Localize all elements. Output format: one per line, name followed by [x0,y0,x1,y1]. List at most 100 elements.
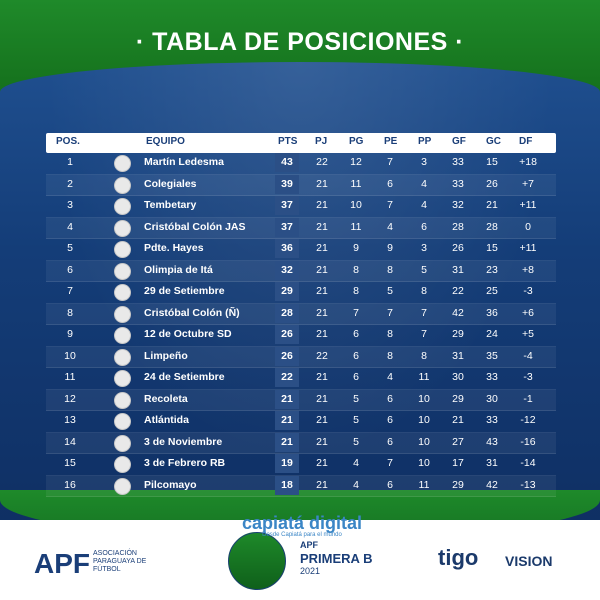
table-row: 7 29 de Setiembre 29 21 8 5 8 22 25 -3 [46,282,556,304]
cell-pg: 6 [353,371,359,383]
cell-gf: 17 [452,457,464,469]
cell-pp: 5 [421,263,427,276]
team-crest-icon [114,155,131,172]
cell-df: +18 [519,156,537,168]
table-row: 15 3 de Febrero RB 19 21 4 7 10 17 31 -14 [46,454,556,476]
cell-pp: 10 [418,414,430,426]
cell-pj: 21 [316,478,328,491]
team-crest-icon [114,391,131,409]
cell-pe: 6 [387,414,393,426]
cell-pj: 21 [316,414,328,426]
cell-gc: 42 [486,478,498,491]
cell-pts: 39 [275,174,299,194]
cell-gc: 43 [486,435,498,448]
cell-pos: 15 [64,457,76,469]
table-row: 11 24 de Setiembre 22 21 6 4 11 30 33 -3 [46,368,556,390]
cell-df: -14 [520,457,536,469]
table-body: 1 Martín Ledesma 43 22 12 7 3 33 15 +18 2 Colegiale… [46,153,556,497]
cell-pg: 8 [353,263,359,276]
cell-gf: 22 [452,285,464,297]
cell-pg: 5 [353,392,359,405]
cell-pe: 9 [387,242,393,254]
team-crest-icon [114,370,131,387]
cell-pj: 22 [316,349,328,362]
cell-df: -3 [523,371,533,383]
col-pp: PP [418,136,432,147]
cell-team: 3 de Febrero RB [144,457,226,469]
cell-pe: 6 [387,177,393,190]
cell-pts: 32 [275,260,299,280]
cell-pg: 8 [353,285,359,297]
cell-pos: 1 [67,156,73,168]
cell-pp: 3 [421,156,427,168]
cell-gf: 33 [452,156,464,168]
cell-gc: 26 [486,177,498,190]
cell-pe: 7 [387,156,393,168]
table-row: 3 Tembetary 37 21 10 7 4 32 21 +11 [46,196,556,218]
cell-df: -12 [520,414,536,426]
col-pe: PE [384,136,398,147]
cell-team: Recoleta [144,392,188,405]
cell-team: Martín Ledesma [144,156,224,168]
cell-pg: 12 [350,156,362,168]
cell-pp: 4 [421,177,427,190]
cell-pe: 6 [387,478,393,491]
cell-pos: 10 [64,349,76,362]
cell-pj: 21 [316,435,328,448]
cell-pe: 8 [387,263,393,276]
cell-gc: 33 [486,371,498,383]
cell-gf: 31 [452,349,464,362]
cell-pg: 6 [353,328,359,340]
cell-pts: 21 [275,411,299,430]
cell-pe: 5 [387,285,393,297]
cell-gc: 15 [486,156,498,168]
cell-gc: 33 [486,414,498,426]
cell-pp: 7 [421,328,427,340]
team-crest-icon [114,413,131,430]
cell-gf: 27 [452,435,464,448]
table-row: 10 Limpeño 26 22 6 8 8 31 35 -4 [46,346,556,368]
cell-pos: 2 [67,177,73,190]
table-header-row: POS. EQUIPO PTS PJ PG PE PP GF GC DF [46,133,556,153]
col-gf: GF [452,136,466,147]
cell-pe: 4 [387,371,393,383]
cell-team: Colegiales [144,177,197,190]
cell-pg: 11 [350,220,362,233]
cell-pg: 5 [353,435,359,448]
cell-pp: 10 [418,457,430,469]
team-crest-icon [114,241,131,258]
cell-pp: 11 [418,478,430,491]
cell-team: Limpeño [144,349,188,362]
cell-team: 24 de Setiembre [144,371,225,383]
cell-pos: 7 [67,285,73,297]
cell-df: +7 [522,177,534,190]
cell-gc: 35 [486,349,498,362]
footer [0,520,600,600]
cell-gc: 23 [486,263,498,276]
col-gc: GC [486,136,501,147]
apf-small-label: APF [300,540,318,550]
apf-logo: APF [34,548,90,579]
col-pg: PG [349,136,364,147]
cell-pj: 21 [316,285,328,297]
page-title: · TABLA DE POSICIONES · [135,28,465,56]
cell-pos: 13 [64,414,76,426]
team-crest-icon [114,477,131,495]
cell-pg: 7 [353,306,359,319]
team-crest-icon [114,198,131,215]
table-row: 13 Atlántida 21 21 5 6 10 21 33 -12 [46,411,556,433]
table-row: 4 Cristóbal Colón JAS 37 21 11 4 6 28 28 0 [46,217,556,239]
cell-pe: 7 [387,457,393,469]
cell-df: -13 [520,478,536,491]
ball-icon [226,530,288,592]
cell-gc: 31 [486,457,498,469]
col-pts: PTS [278,136,298,147]
team-crest-icon [114,284,131,301]
cell-gf: 32 [452,199,464,211]
cell-gf: 31 [452,263,464,276]
cell-pos: 9 [67,328,73,340]
cell-df: -4 [523,349,533,362]
cell-pj: 21 [316,263,328,276]
cell-pj: 21 [316,457,328,469]
cell-team: 29 de Setiembre [144,285,225,297]
